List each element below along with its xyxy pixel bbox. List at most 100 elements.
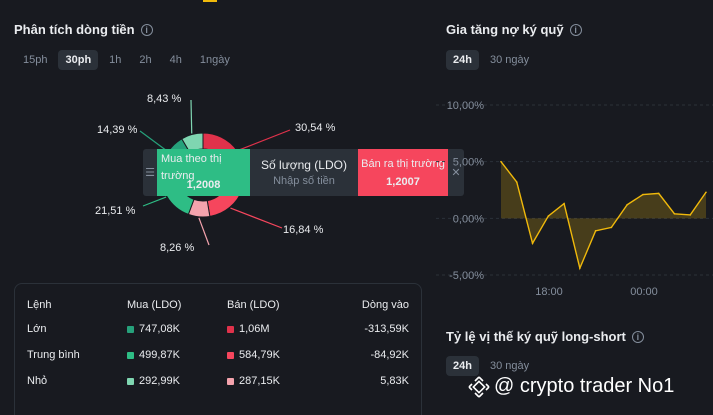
- row-name: Trung bình: [27, 349, 80, 361]
- slice-label-sell-medium: 16,84 %: [283, 224, 324, 236]
- row-inflow: 5,83K: [380, 375, 409, 387]
- drag-handle-icon[interactable]: ☰: [145, 167, 155, 179]
- cashflow-title: Phân tích dòng tiền: [14, 22, 135, 37]
- tab-2h[interactable]: 2h: [139, 54, 152, 66]
- buy-color-swatch: [127, 377, 134, 385]
- row-name: Nhỏ: [27, 375, 48, 387]
- binance-logo-icon: [468, 375, 490, 398]
- row-sell-cell: 287,15K: [227, 375, 327, 387]
- market-sell-button[interactable]: Bán ra thị trường 1,2007: [358, 149, 448, 196]
- y-tick-label: 10,00%: [447, 100, 485, 112]
- y-tick-label: -5,00%: [449, 270, 484, 282]
- longshort-title-row: Tỷ lệ vị thế ký quỹ long-short i: [446, 329, 644, 344]
- slice-label-buy-medium: 14,39 %: [97, 124, 138, 136]
- tab-1h[interactable]: 1h: [109, 54, 122, 66]
- info-icon[interactable]: i: [631, 330, 644, 343]
- info-icon[interactable]: i: [140, 23, 153, 36]
- leader-line: [190, 99, 193, 134]
- longshort-title: Tỷ lệ vị thế ký quỹ long-short: [446, 329, 626, 344]
- data-point: [705, 191, 707, 194]
- slice-label-sell-large: 30,54 %: [295, 122, 336, 134]
- leader-line: [230, 207, 283, 229]
- close-icon[interactable]: ✕: [451, 167, 461, 179]
- row-sell: 1,06M: [239, 323, 270, 335]
- slice-label-sell-small: 8,26 %: [160, 242, 195, 254]
- row-inflow: -84,92K: [370, 349, 409, 361]
- header-order: Lệnh: [27, 299, 52, 311]
- tab-24h[interactable]: 24h: [446, 356, 479, 376]
- margin-timeframe-tabs: 24h 30 ngày: [446, 50, 536, 70]
- data-point: [673, 213, 676, 215]
- row-inflow: -313,59K: [364, 323, 409, 335]
- data-point: [563, 202, 565, 205]
- tab-15ph[interactable]: 15ph: [23, 54, 48, 66]
- row-buy-cell: 499,87K: [127, 349, 227, 361]
- slice-label-buy-large: 21,51 %: [95, 205, 136, 217]
- header-sell: Bán (LDO): [227, 299, 280, 311]
- x-tick-label: 00:00: [630, 286, 658, 298]
- table-row: Lớn 747,08K 1,06M -313,59K: [27, 316, 409, 342]
- header-buy: Mua (LDO): [127, 299, 182, 311]
- tab-24h[interactable]: 24h: [446, 50, 479, 70]
- tab-1ngay[interactable]: 1ngày: [199, 54, 230, 66]
- sell-color-swatch: [227, 351, 234, 359]
- data-point: [594, 230, 597, 232]
- margin-debt-line-chart: 10,00% 5,00% 0,00% -5,00% 18:00 00:00: [436, 100, 713, 298]
- row-name: Lớn: [27, 323, 47, 335]
- cashflow-timeframe-tabs: 15ph 30ph 1h 2h 4h 1ngày: [16, 50, 237, 70]
- data-point: [531, 242, 534, 245]
- data-point: [579, 267, 581, 269]
- quantity-label: Số lượng (LDO): [261, 158, 347, 172]
- series-area: [501, 161, 706, 269]
- leader-line: [198, 217, 210, 246]
- row-sell-cell: 584,79K: [227, 349, 327, 361]
- leader-line: [237, 129, 291, 151]
- data-point: [500, 160, 502, 163]
- watermark: @ crypto trader No1: [468, 375, 674, 398]
- buy-color-swatch: [127, 325, 134, 333]
- margin-title: Gia tăng nợ ký quỹ: [446, 22, 564, 37]
- cashflow-title-row: Phân tích dòng tiền i: [14, 22, 153, 37]
- table-row: Trung bình 499,87K 584,79K -84,92K: [27, 342, 409, 368]
- row-sell-cell: 1,06M: [227, 323, 327, 335]
- tab-30-ngay[interactable]: 30 ngày: [489, 54, 530, 66]
- row-buy-cell: 292,99K: [127, 375, 227, 387]
- market-sell-label: Bán ra thị trường: [361, 157, 445, 170]
- margin-title-row: Gia tăng nợ ký quỹ i: [446, 22, 582, 37]
- buy-color-swatch: [127, 351, 134, 359]
- active-indicator: [203, 0, 217, 2]
- leader-line: [139, 130, 168, 152]
- sell-color-swatch: [227, 325, 234, 333]
- tab-4h[interactable]: 4h: [169, 54, 182, 66]
- market-buy-price: 1,2008: [186, 179, 221, 191]
- sell-color-swatch: [227, 377, 234, 385]
- quantity-box: Số lượng (LDO): [250, 149, 358, 196]
- series-line: [500, 161, 707, 271]
- quick-trade-bar: ☰ Mua theo thị trường 1,2008 Số lượng (L…: [143, 149, 464, 196]
- quantity-input[interactable]: [259, 175, 349, 187]
- row-sell: 584,79K: [239, 349, 280, 361]
- header-inflow: Dòng vào: [361, 299, 409, 311]
- info-icon[interactable]: i: [569, 23, 582, 36]
- cashflow-table: Lệnh Mua (LDO) Bán (LDO) Dòng vào Lớn 74…: [14, 283, 422, 415]
- leader-line: [142, 196, 167, 207]
- x-tick-label: 18:00: [535, 286, 563, 298]
- table-header-row: Lệnh Mua (LDO) Bán (LDO) Dòng vào: [27, 294, 409, 316]
- row-buy: 499,87K: [139, 349, 180, 361]
- data-point: [642, 193, 644, 196]
- data-point: [689, 214, 692, 216]
- market-buy-label: Mua theo thị trường: [161, 153, 222, 182]
- longshort-timeframe-tabs: 24h 30 ngày: [446, 356, 536, 376]
- data-point: [610, 226, 613, 229]
- data-point: [657, 192, 660, 195]
- data-point: [515, 181, 518, 183]
- row-sell: 287,15K: [239, 375, 280, 387]
- market-buy-button[interactable]: Mua theo thị trường 1,2008: [157, 149, 250, 196]
- tab-30-ngay[interactable]: 30 ngày: [489, 360, 530, 372]
- row-buy: 747,08K: [139, 323, 180, 335]
- market-sell-price: 1,2007: [386, 175, 420, 188]
- tab-30ph[interactable]: 30ph: [58, 50, 99, 70]
- y-tick-label: 0,00%: [453, 213, 484, 225]
- data-point: [626, 203, 628, 206]
- row-buy-cell: 747,08K: [127, 323, 227, 335]
